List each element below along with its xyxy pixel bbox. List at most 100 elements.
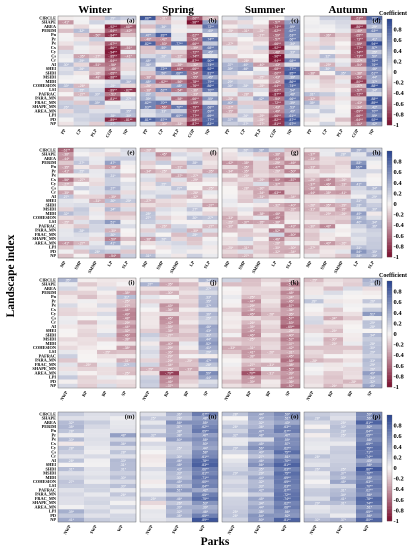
- colorbar-segment: [387, 207, 392, 210]
- heatmap-cell: [304, 454, 331, 459]
- row-label: FRAC_MN: [35, 100, 57, 105]
- cell-value-label: -.43*: [273, 63, 281, 67]
- heatmap-cell: [186, 228, 203, 233]
- heatmap-cell: [140, 24, 156, 29]
- heatmap-cell: [73, 219, 90, 225]
- heatmap-cell: [222, 75, 238, 80]
- column-label: NWP: [62, 524, 72, 536]
- heatmap-cell: [222, 121, 238, 127]
- heatmap-cell: [268, 32, 285, 38]
- cell-value-label: .40*: [356, 220, 363, 224]
- row-label: MSIDI: [43, 471, 56, 476]
- heatmap-cell: [140, 371, 160, 376]
- cell-value-label: .69**: [207, 114, 215, 118]
- heatmap-cell: [284, 24, 301, 29]
- cell-value-label: .31*: [110, 174, 117, 178]
- column-label: SMP: [237, 260, 246, 271]
- cell-value-label: .37*: [227, 118, 234, 122]
- heatmap-cell: [58, 328, 78, 334]
- heatmap-cell: [198, 366, 219, 372]
- cell-value-label: -.32*: [191, 63, 199, 67]
- heatmap-cell: [155, 121, 172, 127]
- heatmap-cell: [366, 104, 383, 110]
- cell-value-label: .46*: [258, 459, 265, 463]
- colorbar-segment: [387, 482, 392, 485]
- heatmap-cell: [198, 320, 219, 325]
- heatmap-cell: [356, 428, 383, 434]
- cell-value-label: .63**: [144, 105, 152, 109]
- colorbar-segment: [387, 40, 392, 43]
- colorbar-tick-label: -0.6: [394, 101, 405, 108]
- heatmap-cell: [248, 412, 275, 417]
- heatmap-cell: [171, 253, 187, 259]
- heatmap-cell: [192, 475, 219, 480]
- colorbar-segment: [387, 181, 392, 183]
- heatmap-cell: [73, 190, 90, 195]
- heatmap-cell: [304, 450, 331, 455]
- heatmap-cell: [241, 354, 262, 359]
- cell-value-label: -.68**: [124, 25, 133, 29]
- heatmap-cell: [166, 479, 193, 485]
- row-label: PAFRAC: [39, 487, 56, 492]
- heatmap-cell: [140, 66, 156, 72]
- heatmap-cell: [335, 228, 351, 233]
- heatmap-cell: [97, 282, 117, 287]
- heatmap-cell: [89, 28, 105, 34]
- heatmap-cell: [304, 92, 320, 97]
- heatmap-cell: [58, 383, 78, 389]
- heatmap-cell: [155, 236, 172, 242]
- heatmap-cell: [330, 416, 357, 421]
- heatmap-cell: [284, 75, 301, 80]
- colorbar-tick-label: 0.4: [394, 180, 403, 187]
- heatmap-cell: [284, 198, 301, 204]
- heatmap-cell: [179, 341, 199, 346]
- cell-value-label: -.88**: [108, 76, 117, 80]
- colorbar-segment: [387, 232, 392, 235]
- heatmap-cell: [304, 496, 331, 501]
- cell-value-label: -.29*: [273, 161, 281, 165]
- heatmap-cell: [58, 113, 74, 118]
- heatmap-cell: [268, 96, 285, 101]
- heatmap-cell: [84, 517, 111, 523]
- heatmap-cell: [366, 117, 383, 122]
- heatmap-cell: [104, 236, 121, 242]
- cell-value-label: -.44*: [123, 325, 131, 329]
- heatmap-cell: [171, 62, 187, 67]
- heatmap-cell: [171, 66, 187, 72]
- heatmap-cell: [58, 75, 74, 80]
- heatmap-cell: [268, 236, 285, 242]
- heatmap-cell: [120, 169, 137, 174]
- cell-value-label: .56*: [258, 463, 265, 467]
- heatmap-cell: [155, 253, 172, 259]
- heatmap-cell: [343, 324, 363, 329]
- heatmap-cell: [268, 241, 285, 246]
- colorbar-tick-label: 0.2: [394, 454, 402, 461]
- heatmap-cell: [166, 428, 193, 434]
- heatmap-cell: [171, 203, 187, 208]
- heatmap-cell: [335, 75, 351, 80]
- heatmap-cell: [248, 462, 275, 468]
- colorbar-segment: [387, 358, 392, 361]
- panel-frame: [303, 277, 383, 389]
- heatmap-cell: [366, 62, 383, 67]
- heatmap-cell: [58, 509, 85, 514]
- cell-value-label: .67**: [201, 412, 209, 416]
- heatmap-cell: [268, 75, 285, 80]
- heatmap-cell: [268, 79, 285, 84]
- heatmap-cell: [319, 245, 336, 250]
- heatmap-cell: [304, 16, 320, 21]
- heatmap-cell: [155, 156, 172, 161]
- cell-value-label: -.33*: [228, 346, 236, 350]
- heatmap-cell: [304, 241, 320, 246]
- panel-frame: [221, 15, 301, 127]
- heatmap-panels: CIRCLESHAPEAREAPERIMPnPrPeCxCyCsCrAISHEI…: [32, 15, 383, 536]
- cell-value-label: -.66**: [190, 16, 199, 20]
- heatmap-cell: [58, 198, 74, 204]
- cell-value-label: .58*: [202, 451, 209, 455]
- heatmap-cell: [323, 328, 344, 334]
- heatmap-cell: [89, 236, 105, 242]
- colorbar-segment: [387, 33, 392, 36]
- heatmap-cell: [366, 207, 383, 212]
- cell-value-label: -.45*: [160, 153, 168, 157]
- heatmap-cell: [179, 303, 199, 308]
